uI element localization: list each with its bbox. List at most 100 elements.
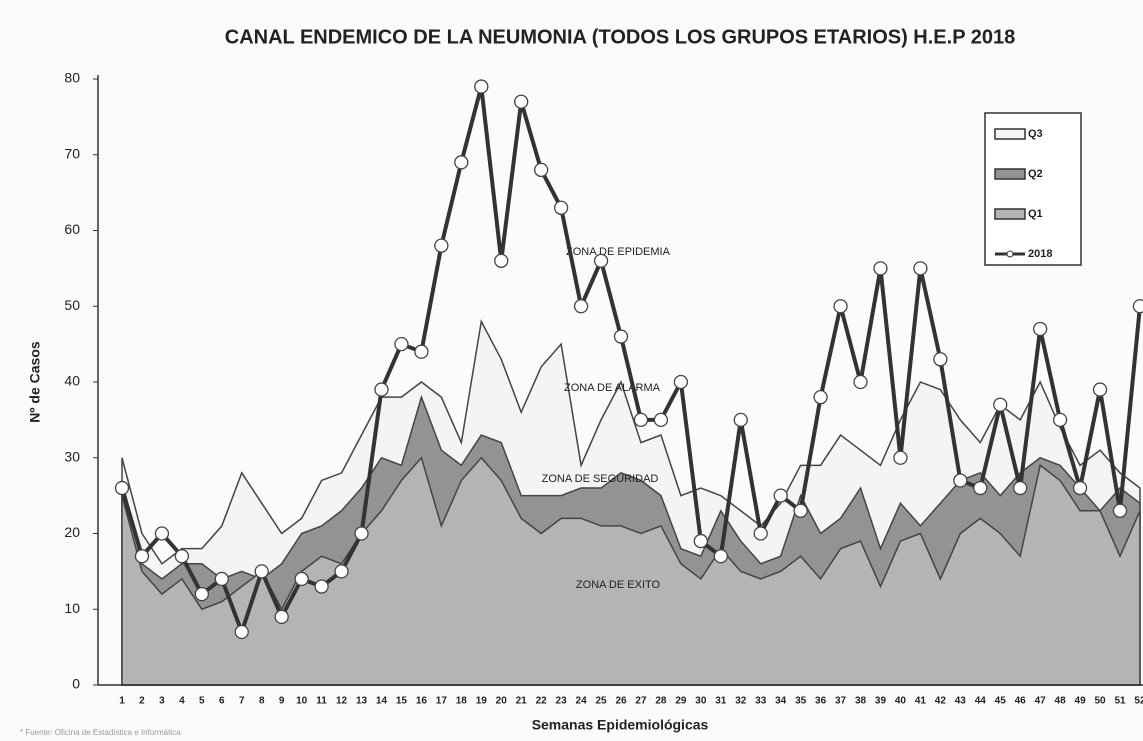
point [434, 238, 449, 253]
point [154, 526, 170, 541]
point [274, 609, 289, 624]
x-tick-label: 46 [1015, 696, 1027, 707]
x-tick-label: 14 [376, 696, 388, 707]
x-tick-label: 48 [1055, 696, 1067, 707]
point [973, 480, 988, 496]
point [294, 571, 309, 587]
x-tick-label: 36 [815, 696, 827, 707]
x-tick-label: 6 [219, 696, 225, 707]
x-tick-label: 32 [735, 696, 747, 707]
point [853, 374, 868, 390]
point [813, 389, 828, 405]
x-tick-label: 27 [635, 696, 647, 707]
x-tick-label: 19 [476, 696, 488, 707]
point [314, 579, 329, 594]
zone-label: ZONA DE EPIDEMIA [566, 246, 671, 258]
x-tick-label: 8 [259, 696, 265, 707]
point [873, 261, 888, 276]
x-tick-label: 26 [615, 696, 627, 707]
x-tick-label: 3 [159, 696, 165, 707]
point [1112, 503, 1128, 518]
y-tick-label: 80 [64, 70, 80, 86]
point [234, 624, 249, 640]
point [773, 488, 788, 503]
point [693, 533, 708, 549]
point [633, 412, 649, 428]
point [474, 79, 489, 94]
point [653, 412, 669, 428]
y-tick-label: 20 [64, 524, 80, 540]
point [953, 473, 968, 488]
point [713, 549, 728, 564]
x-tick-label: 22 [536, 696, 548, 707]
y-tick-label: 50 [64, 297, 80, 313]
x-tick-label: 15 [396, 696, 408, 707]
point [673, 374, 689, 390]
x-tick-label: 33 [755, 696, 767, 707]
point [913, 261, 928, 276]
y-tick-label: 30 [64, 448, 80, 464]
x-tick-label: 17 [436, 696, 448, 707]
point [414, 344, 429, 359]
x-tick-label: 52 [1134, 696, 1143, 707]
point [1092, 382, 1108, 397]
line-2018 [120, 86, 1142, 638]
y-axis-label: Nº de Casos [27, 341, 43, 423]
x-tick-label: 2 [139, 696, 145, 707]
y-tick-label: 0 [72, 676, 80, 692]
legend: Q3 Q2 Q1 2018 [984, 112, 1082, 266]
x-tick-label: 43 [955, 696, 967, 707]
point [194, 586, 209, 602]
point [613, 329, 629, 344]
x-tick-label: 44 [975, 696, 987, 707]
x-tick-label: 41 [915, 696, 927, 707]
x-tick-label: 42 [935, 696, 947, 707]
y-tick-label: 10 [64, 600, 80, 616]
x-tick-label: 35 [795, 696, 807, 707]
legend-swatch [1006, 250, 1014, 258]
point [374, 382, 389, 397]
point [1072, 480, 1088, 496]
point [1132, 299, 1143, 314]
zone-label: ZONA DE ALARMA [564, 382, 661, 394]
x-tick-label: 39 [875, 696, 887, 707]
x-tick-label: 47 [1035, 696, 1047, 707]
x-tick-label: 7 [239, 696, 245, 707]
x-tick-label: 21 [516, 696, 528, 707]
legend-label: Q3 [1028, 128, 1043, 140]
point [933, 352, 948, 367]
point [534, 162, 549, 178]
x-tick-label: 4 [179, 696, 185, 707]
x-tick-label: 37 [835, 696, 847, 707]
legend-swatch [994, 208, 1026, 220]
point [134, 549, 150, 564]
x-tick-label: 12 [336, 696, 348, 707]
x-tick-label: 1 [119, 696, 125, 707]
point [573, 299, 589, 314]
x-tick-label: 20 [496, 696, 508, 707]
point [1013, 480, 1028, 496]
x-tick-label: 5 [199, 696, 205, 707]
point [733, 412, 748, 428]
point [893, 450, 908, 465]
point [514, 94, 529, 109]
legend-label: 2018 [1028, 248, 1052, 260]
point [114, 480, 130, 496]
x-tick-label: 10 [296, 696, 308, 707]
point [494, 253, 509, 268]
point [174, 549, 190, 564]
y-tick-label: 60 [64, 221, 80, 237]
chart-title: CANAL ENDEMICO DE LA NEUMONIA (TODOS LOS… [225, 26, 1015, 48]
point [593, 253, 609, 268]
x-tick-label: 40 [895, 696, 907, 707]
x-tick-label: 38 [855, 696, 867, 707]
x-tick-label: 25 [595, 696, 607, 707]
x-tick-label: 24 [576, 696, 588, 707]
x-tick-label: 28 [655, 696, 667, 707]
x-tick-label: 34 [775, 696, 787, 707]
legend-swatch [994, 168, 1026, 180]
point [993, 397, 1008, 412]
x-tick-label: 31 [715, 696, 727, 707]
